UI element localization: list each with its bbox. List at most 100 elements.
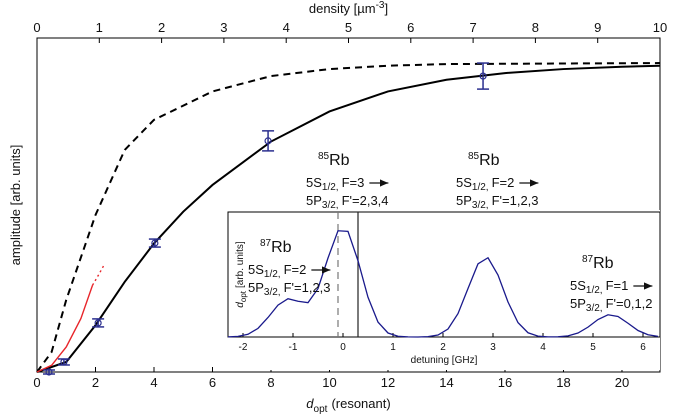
isotope-mass: 87 [582,254,594,265]
level-f: F=2 [284,262,307,277]
isotope-mass: 85 [318,151,330,162]
x-label-text: (resonant) [331,396,390,411]
x-tick-label: 8 [267,375,274,390]
inset-x-tick-label: 1 [390,342,396,353]
x-tick-label: 20 [615,375,629,390]
inset-x-tick-label: -1 [289,342,298,353]
isotope-label: 85Rb [318,151,350,169]
x2-label: density [µm-3] [309,0,388,16]
isotope-label: 87Rb [260,238,292,256]
level: 5P [248,280,264,295]
x-tick-label: 14 [439,375,453,390]
inset-x-tick-label: 0 [340,342,346,353]
x-tick-label: 4 [150,375,157,390]
x2-tick-label: 3 [220,20,227,35]
inset-background [222,210,660,370]
x2-tick-label: 5 [345,20,352,35]
level: 5P [570,296,586,311]
x-label: dopt (resonant) [306,396,390,415]
level-sub: 1/2, [322,182,339,193]
x2-tick-label: 7 [469,20,476,35]
data-point [264,137,272,145]
x-tick-label: 10 [322,375,336,390]
level-sub: 1/2, [586,285,603,296]
level-sub: 3/2, [322,200,339,211]
inset-y-label-text: [arb. units] [235,241,246,288]
level-sub: 1/2, [472,182,489,193]
isotope-mass: 85 [468,151,480,162]
error-bar [262,130,275,152]
x2-tick-label: 10 [653,20,667,35]
transition-label: 5S1/2, F=1 [570,278,628,296]
x2-tick-label: 9 [594,20,601,35]
x-tick-label: 0 [33,375,40,390]
level: 5S [456,175,472,190]
x2-tick-label: 1 [96,20,103,35]
level-f: F'=2,3,4 [342,193,389,208]
isotope-label: 85Rb [468,151,500,169]
error-bar [477,62,490,90]
inset-x-tick-label: 4 [540,342,546,353]
level: 5S [248,262,264,277]
x2-tick-label: 2 [158,20,165,35]
x-tick-label: 2 [92,375,99,390]
curve [36,62,661,373]
level-f: F'=1,2,3 [284,280,331,295]
x2-tick-label: 0 [33,20,40,35]
y-label: amplitude [arb. units] [8,145,23,266]
isotope-element: Rb [329,152,350,169]
isotope-element: Rb [479,152,500,169]
level-sub: 3/2, [586,303,603,314]
level: 5P [456,193,472,208]
level: 5P [306,193,322,208]
x-tick-label: 16 [498,375,512,390]
x-tick-label: 18 [556,375,570,390]
data-point [45,368,53,376]
x2-tick-label: 6 [407,20,414,35]
x2-tick-label: 8 [532,20,539,35]
x-label-symbol: d [306,396,314,411]
inset-x-label: detuning [GHz] [411,355,478,366]
inset-frame [227,211,661,338]
x2-label-end: ] [385,1,389,16]
transition-label: 5S1/2, F=3 [306,175,364,193]
isotope-element: Rb [271,239,292,256]
x-label-sub: opt [314,404,328,415]
transition-label: 5S1/2, F=2 [456,175,514,193]
inset-y-label: dopt [arb. units] [235,241,248,308]
transition-label: 5P3/2, F'=1,2,3 [456,193,539,211]
x-tick-label: 6 [209,375,216,390]
data-point [60,358,68,366]
isotope-element: Rb [593,255,614,272]
level: 5S [306,175,322,190]
transition-label: 5S1/2, F=2 [248,262,306,280]
level-f: F=3 [342,175,365,190]
inset-x-tick-label: 5 [590,342,596,353]
isotope-mass: 87 [260,238,272,249]
inset-x-tick-label: -2 [239,342,248,353]
x2-label-sup: -3 [376,0,385,11]
level-f: F=2 [492,175,515,190]
curve [36,284,94,373]
x2-label-text: density [µm [309,1,376,16]
curve [91,264,105,286]
transition-label: 5P3/2, F'=1,2,3 [248,280,331,298]
data-point [151,239,159,247]
level-f: F'=0,1,2 [606,296,653,311]
x2-tick-label: 4 [283,20,290,35]
level: 5S [570,278,586,293]
inset-y-label-symbol: d [235,302,246,308]
transition-label: 5P3/2, F'=2,3,4 [306,193,389,211]
data-point [479,72,487,80]
level-sub: 3/2, [472,200,489,211]
isotope-label: 87Rb [582,254,614,272]
x-tick-label: 12 [381,375,395,390]
inset-curve [227,230,659,338]
inset-x-tick-label: 3 [490,342,496,353]
inset-y-label-sub: opt [239,290,248,302]
inset-x-tick-label: 6 [640,342,646,353]
transition-label: 5P3/2, F'=0,1,2 [570,296,653,314]
data-point [94,319,102,327]
error-bar [42,369,55,375]
